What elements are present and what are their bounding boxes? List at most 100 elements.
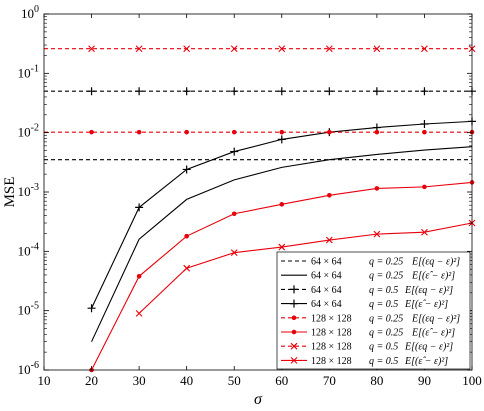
- series-line: [91, 146, 473, 342]
- y-tick-label: 100: [21, 4, 39, 21]
- legend-size-label: 64 × 64: [311, 271, 342, 282]
- series-marker-x: [290, 342, 298, 350]
- series-marker-dot: [422, 129, 427, 135]
- y-tick-label: 10-4: [18, 241, 39, 258]
- legend-item: 128 × 128 q = 0.5 E[(εq − ε)²]: [281, 342, 453, 353]
- series-marker-dot: [327, 129, 332, 135]
- legend-q-label: q = 0.25: [369, 257, 403, 268]
- legend-size-label: 128 × 128: [311, 328, 352, 339]
- series-marker-plus: [290, 299, 298, 308]
- series-marker-x: [421, 45, 428, 53]
- x-tick-label: 10: [38, 373, 51, 388]
- series-marker-x: [183, 45, 191, 53]
- series-marker-x: [135, 309, 143, 317]
- y-tick-label: 10-3: [18, 182, 39, 199]
- x-tick-label: 90: [418, 373, 431, 388]
- legend-expr-label: E[(εq − ε)²]: [404, 342, 453, 353]
- series-marker-x: [278, 243, 286, 251]
- legend-box: [276, 251, 471, 370]
- legend: 64 × 64 q = 0.25 E[(εq − ε)²]64 × 64 q = 0.…: [276, 251, 471, 370]
- legend-item: 64 × 64 q = 0.25 E[(ε̂ − ε)²]: [281, 271, 455, 282]
- series-marker-x: [373, 45, 381, 53]
- series-marker-dot: [327, 192, 332, 198]
- x-axis-label: σ: [254, 391, 263, 408]
- series-marker-dot: [374, 129, 380, 135]
- series-marker-plus: [290, 285, 298, 294]
- series-marker-plus: [325, 87, 334, 96]
- legend-expr-label: E[(ε̂ − ε)²]: [404, 299, 448, 310]
- series-marker-plus: [420, 119, 429, 128]
- series-marker-plus: [372, 87, 381, 96]
- series-marker-x: [88, 45, 95, 53]
- x-tick-label: 70: [323, 373, 336, 388]
- legend-q-label: q = 0.5: [369, 299, 398, 310]
- legend-item: 64 × 64 q = 0.25 E[(εq − ε)²]: [281, 257, 460, 268]
- series-marker-dot: [291, 315, 297, 321]
- series-line: [138, 222, 473, 314]
- series-marker-x: [421, 228, 428, 236]
- axes-layer: 10 20 30 40 50 60 70 80 90 100 10-6 10-5 10-4 10-3 10-…: [2, 4, 482, 408]
- series-marker-dot: [279, 202, 285, 207]
- legend-size-label: 128 × 128: [311, 356, 352, 367]
- legend-expr-label: E[(εq − ε)²]: [411, 313, 460, 324]
- legend-q-label: q = 0.25: [369, 313, 403, 324]
- series-marker-plus: [87, 304, 96, 313]
- series-marker-plus: [230, 87, 239, 96]
- series-marker-x: [278, 45, 286, 53]
- x-tick-label: 80: [370, 373, 383, 388]
- series-marker-dot: [136, 273, 142, 279]
- series-marker-dot: [279, 129, 285, 135]
- series-marker-dot: [184, 233, 189, 239]
- legend-item: 128 × 128 q = 0.25 E[(ε̂ − ε)²]: [281, 328, 455, 339]
- legend-expr-label: E[(εq − ε)²]: [404, 285, 453, 296]
- x-tick-label: 20: [85, 373, 98, 388]
- series-marker-plus: [420, 87, 429, 96]
- series-marker-dot: [184, 129, 189, 135]
- series-marker-dot: [291, 329, 297, 335]
- series-marker-plus: [182, 87, 191, 96]
- x-tick-label: 100: [462, 373, 482, 388]
- legend-q-label: q = 0.5: [369, 342, 398, 353]
- series-marker-dot: [422, 184, 427, 190]
- series-marker-x: [183, 264, 191, 272]
- legend-q-label: q = 0.5: [369, 356, 398, 367]
- series-marker-x: [373, 230, 381, 238]
- series-marker-plus: [230, 147, 239, 156]
- legend-item: 64 × 64 q = 0.5 E[(ε̂ − ε)²]: [281, 299, 448, 310]
- series-marker-x: [230, 249, 238, 257]
- legend-expr-label: E[(εq − ε)²]: [411, 257, 460, 268]
- legend-item: 128 × 128 q = 0.5 E[(ε̂ − ε)²]: [281, 356, 448, 367]
- series-marker-x: [290, 357, 298, 364]
- legend-expr-label: E[(ε̂ − ε)²]: [411, 271, 455, 282]
- legend-size-label: 64 × 64: [311, 257, 342, 268]
- series-marker-dot: [89, 129, 94, 135]
- series-marker-x: [325, 45, 333, 53]
- legend-item: 128 × 128 q = 0.25 E[(εq − ε)²]: [281, 313, 460, 324]
- series-marker-x: [230, 45, 238, 53]
- legend-expr-label: E[(ε̂ − ε)²]: [404, 356, 448, 367]
- series-marker-dot: [231, 211, 237, 217]
- series-marker-dot: [231, 129, 237, 135]
- legend-q-label: q = 0.25: [369, 328, 403, 339]
- x-tick-label: 30: [133, 373, 146, 388]
- legend-size-label: 128 × 128: [311, 313, 352, 324]
- x-tick-label: 40: [180, 373, 193, 388]
- series-2: [91, 146, 473, 342]
- series-8: [135, 219, 476, 317]
- series-marker-dot: [374, 186, 380, 191]
- series-marker-x: [135, 45, 143, 53]
- y-tick-label: 10-2: [18, 123, 39, 140]
- y-tick-label: 10-6: [18, 360, 39, 377]
- series-marker-x: [325, 236, 333, 244]
- series-marker-dot: [136, 129, 142, 135]
- legend-item: 64 × 64 q = 0.5 E[(εq − ε)²]: [281, 285, 453, 296]
- legend-size-label: 64 × 64: [311, 299, 342, 310]
- x-tick-label: 60: [275, 373, 288, 388]
- y-tick-label: 10-5: [18, 301, 39, 318]
- y-tick-label: 10-1: [18, 63, 39, 80]
- series-marker-plus: [135, 203, 144, 212]
- legend-size-label: 64 × 64: [311, 285, 342, 296]
- series-marker-plus: [182, 165, 191, 174]
- legend-expr-label: E[(ε̂ − ε)²]: [411, 328, 455, 339]
